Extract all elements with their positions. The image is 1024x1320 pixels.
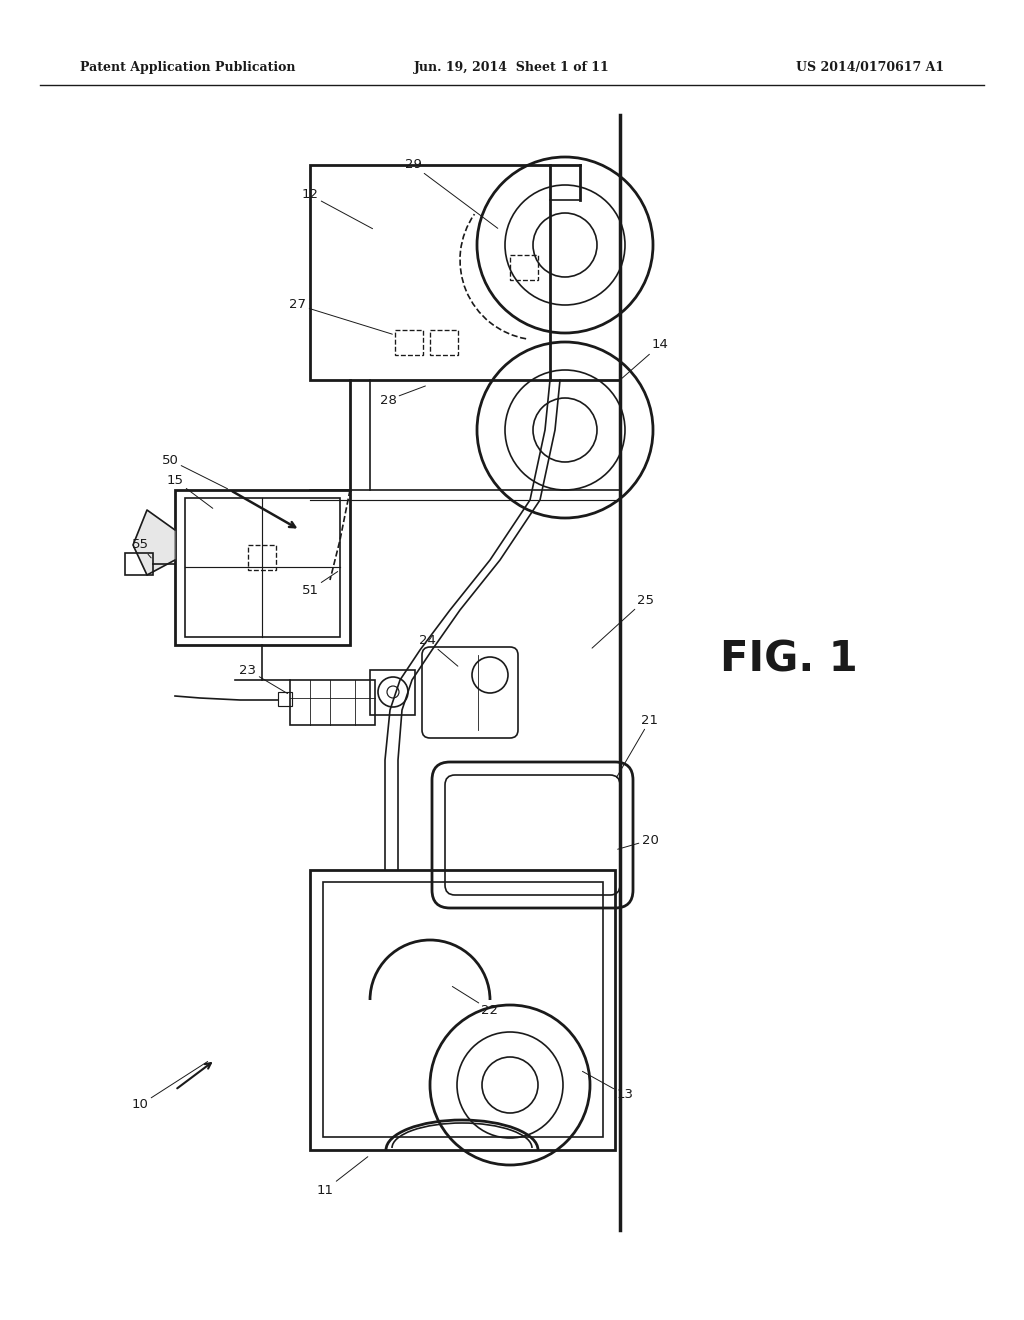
Bar [185, 498, 340, 638]
Bar [248, 545, 276, 570]
Polygon shape [133, 510, 175, 576]
Text: 50: 50 [162, 454, 227, 488]
Text: 22: 22 [453, 986, 499, 1016]
Text: 24: 24 [419, 634, 458, 667]
Bar [323, 882, 603, 1137]
Text: 11: 11 [316, 1156, 368, 1196]
Text: Patent Application Publication: Patent Application Publication [80, 62, 296, 74]
Bar [175, 490, 350, 645]
Text: 15: 15 [167, 474, 213, 508]
Bar [510, 255, 538, 280]
Text: 55: 55 [131, 539, 152, 558]
Text: 14: 14 [623, 338, 669, 378]
Text: 13: 13 [583, 1072, 634, 1101]
Text: 10: 10 [131, 1061, 208, 1111]
Text: 27: 27 [290, 298, 392, 334]
Text: 29: 29 [404, 158, 498, 228]
Bar [370, 671, 415, 715]
Bar [278, 692, 292, 706]
Bar [395, 330, 423, 355]
Bar [430, 330, 458, 355]
Bar [310, 870, 615, 1150]
Text: 21: 21 [616, 714, 658, 777]
Text: Jun. 19, 2014  Sheet 1 of 11: Jun. 19, 2014 Sheet 1 of 11 [414, 62, 610, 74]
Bar [290, 680, 375, 725]
Bar [125, 553, 153, 576]
Text: US 2014/0170617 A1: US 2014/0170617 A1 [796, 62, 944, 74]
Bar [310, 165, 550, 380]
Text: 23: 23 [240, 664, 288, 693]
Text: 20: 20 [617, 833, 658, 849]
Text: 28: 28 [380, 385, 425, 407]
Text: 12: 12 [301, 189, 373, 228]
Text: 25: 25 [592, 594, 653, 648]
Text: 51: 51 [301, 572, 338, 597]
Text: FIG. 1: FIG. 1 [720, 639, 858, 681]
